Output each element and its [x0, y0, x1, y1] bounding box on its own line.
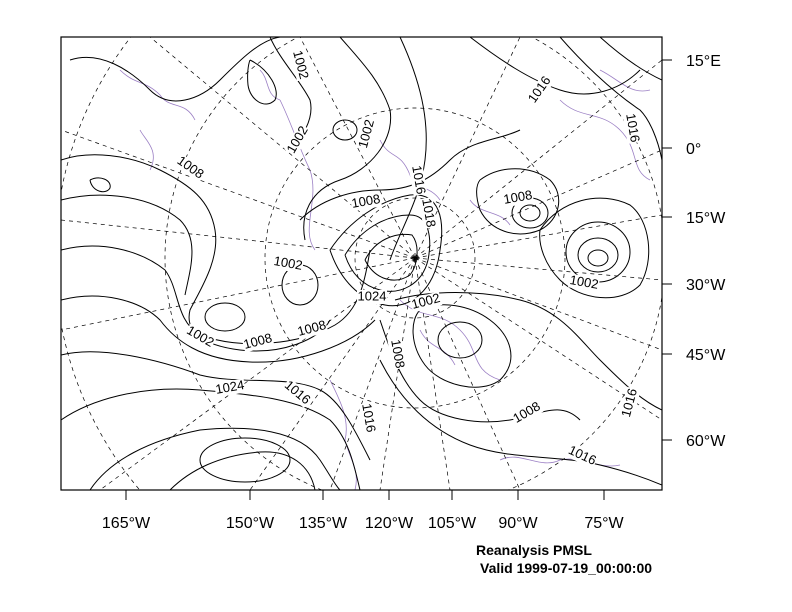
contour-label: 1002 — [290, 49, 312, 81]
contour-label: 1002 — [569, 272, 600, 292]
contour-label-bg — [502, 188, 534, 208]
contour-label-bg — [241, 331, 275, 353]
right-axis-label: 15°W — [686, 210, 726, 227]
contour-label: 1018 — [419, 197, 439, 228]
caption-title: Reanalysis PMSL — [476, 542, 592, 558]
contour-label-bg — [358, 402, 378, 434]
bottom-axis-ticks — [125, 490, 605, 500]
contour-label-bg — [272, 254, 304, 274]
bottom-axis-label: 105°W — [428, 515, 477, 532]
contour-label: 1016 — [566, 442, 599, 468]
contour-label-bg — [357, 290, 387, 304]
right-axis-label: 15°E — [686, 53, 721, 70]
contour-label: 1024 — [214, 377, 245, 397]
contour-label-bg — [619, 386, 641, 420]
contour-labels: 1002 1002 1002 1016 1016 1008 1016 1008 1018 1008… — [173, 48, 643, 469]
contour-label-bg — [356, 117, 378, 151]
contour-label: 1002 — [355, 118, 377, 150]
right-axis-label: 60°W — [686, 433, 726, 450]
bottom-axis-label: 120°W — [365, 515, 414, 532]
contour-label-bg — [350, 192, 382, 212]
map-frame — [60, 36, 663, 491]
contour-label: 1016 — [409, 164, 429, 195]
contour-label: 1008 — [350, 191, 381, 211]
contour-label: 1008 — [242, 330, 274, 352]
contour-label-bg — [568, 273, 600, 293]
right-axis-label: 0° — [686, 141, 701, 158]
bottom-axis-label: 75°W — [584, 515, 624, 532]
contour-label-bg — [289, 48, 311, 82]
contour-label-bg — [183, 323, 217, 351]
right-axis-ticks — [662, 59, 672, 441]
pole-marker — [410, 253, 420, 263]
contour-label: 1016 — [282, 377, 314, 407]
contour-label: 1008 — [296, 317, 328, 339]
caption-valid-time: Valid 1999-07-19_00:00:00 — [480, 560, 653, 576]
right-axis-label: 45°W — [686, 347, 726, 364]
contour-label: 1008 — [174, 153, 206, 182]
contour-label: 1024 — [358, 288, 387, 303]
contour-label: 1016 — [618, 387, 640, 419]
bottom-axis-label: 165°W — [102, 515, 151, 532]
contour-label-bg — [622, 112, 642, 144]
contour-label: 1016 — [623, 112, 643, 143]
contour-label-bg — [409, 291, 443, 313]
contour-label: 1016 — [525, 73, 554, 105]
right-axis-labels: 15°E 0° 15°W 30°W 45°W 60°W — [686, 53, 726, 450]
contour-label-bg — [510, 399, 544, 427]
contour-label-bg — [281, 377, 313, 409]
bottom-axis-label: 150°W — [226, 515, 275, 532]
contour-label: 1016 — [359, 402, 379, 433]
bottom-axis-labels: 165°W 150°W 135°W 120°W 105°W 90°W 75°W — [102, 515, 625, 532]
contour-label-bg — [525, 73, 555, 107]
contour-label: 1008 — [502, 187, 533, 207]
right-axis-label: 30°W — [686, 277, 726, 294]
contour-label: 1008 — [388, 338, 408, 369]
contour-label-bg — [173, 153, 207, 183]
isobars — [61, 37, 662, 490]
contour-label-bg — [214, 378, 246, 398]
contour-label-bg — [284, 123, 312, 157]
contour-label-bg — [387, 338, 407, 370]
contour-label: 1002 — [273, 253, 304, 273]
contour-label-bg — [408, 164, 428, 196]
contour-label-bg — [295, 318, 329, 340]
contour-label-bg — [565, 443, 599, 469]
contour-label: 1002 — [410, 290, 442, 312]
bottom-axis-label: 135°W — [299, 515, 348, 532]
contour-label-bg — [418, 197, 438, 229]
bottom-axis-label: 90°W — [498, 515, 538, 532]
